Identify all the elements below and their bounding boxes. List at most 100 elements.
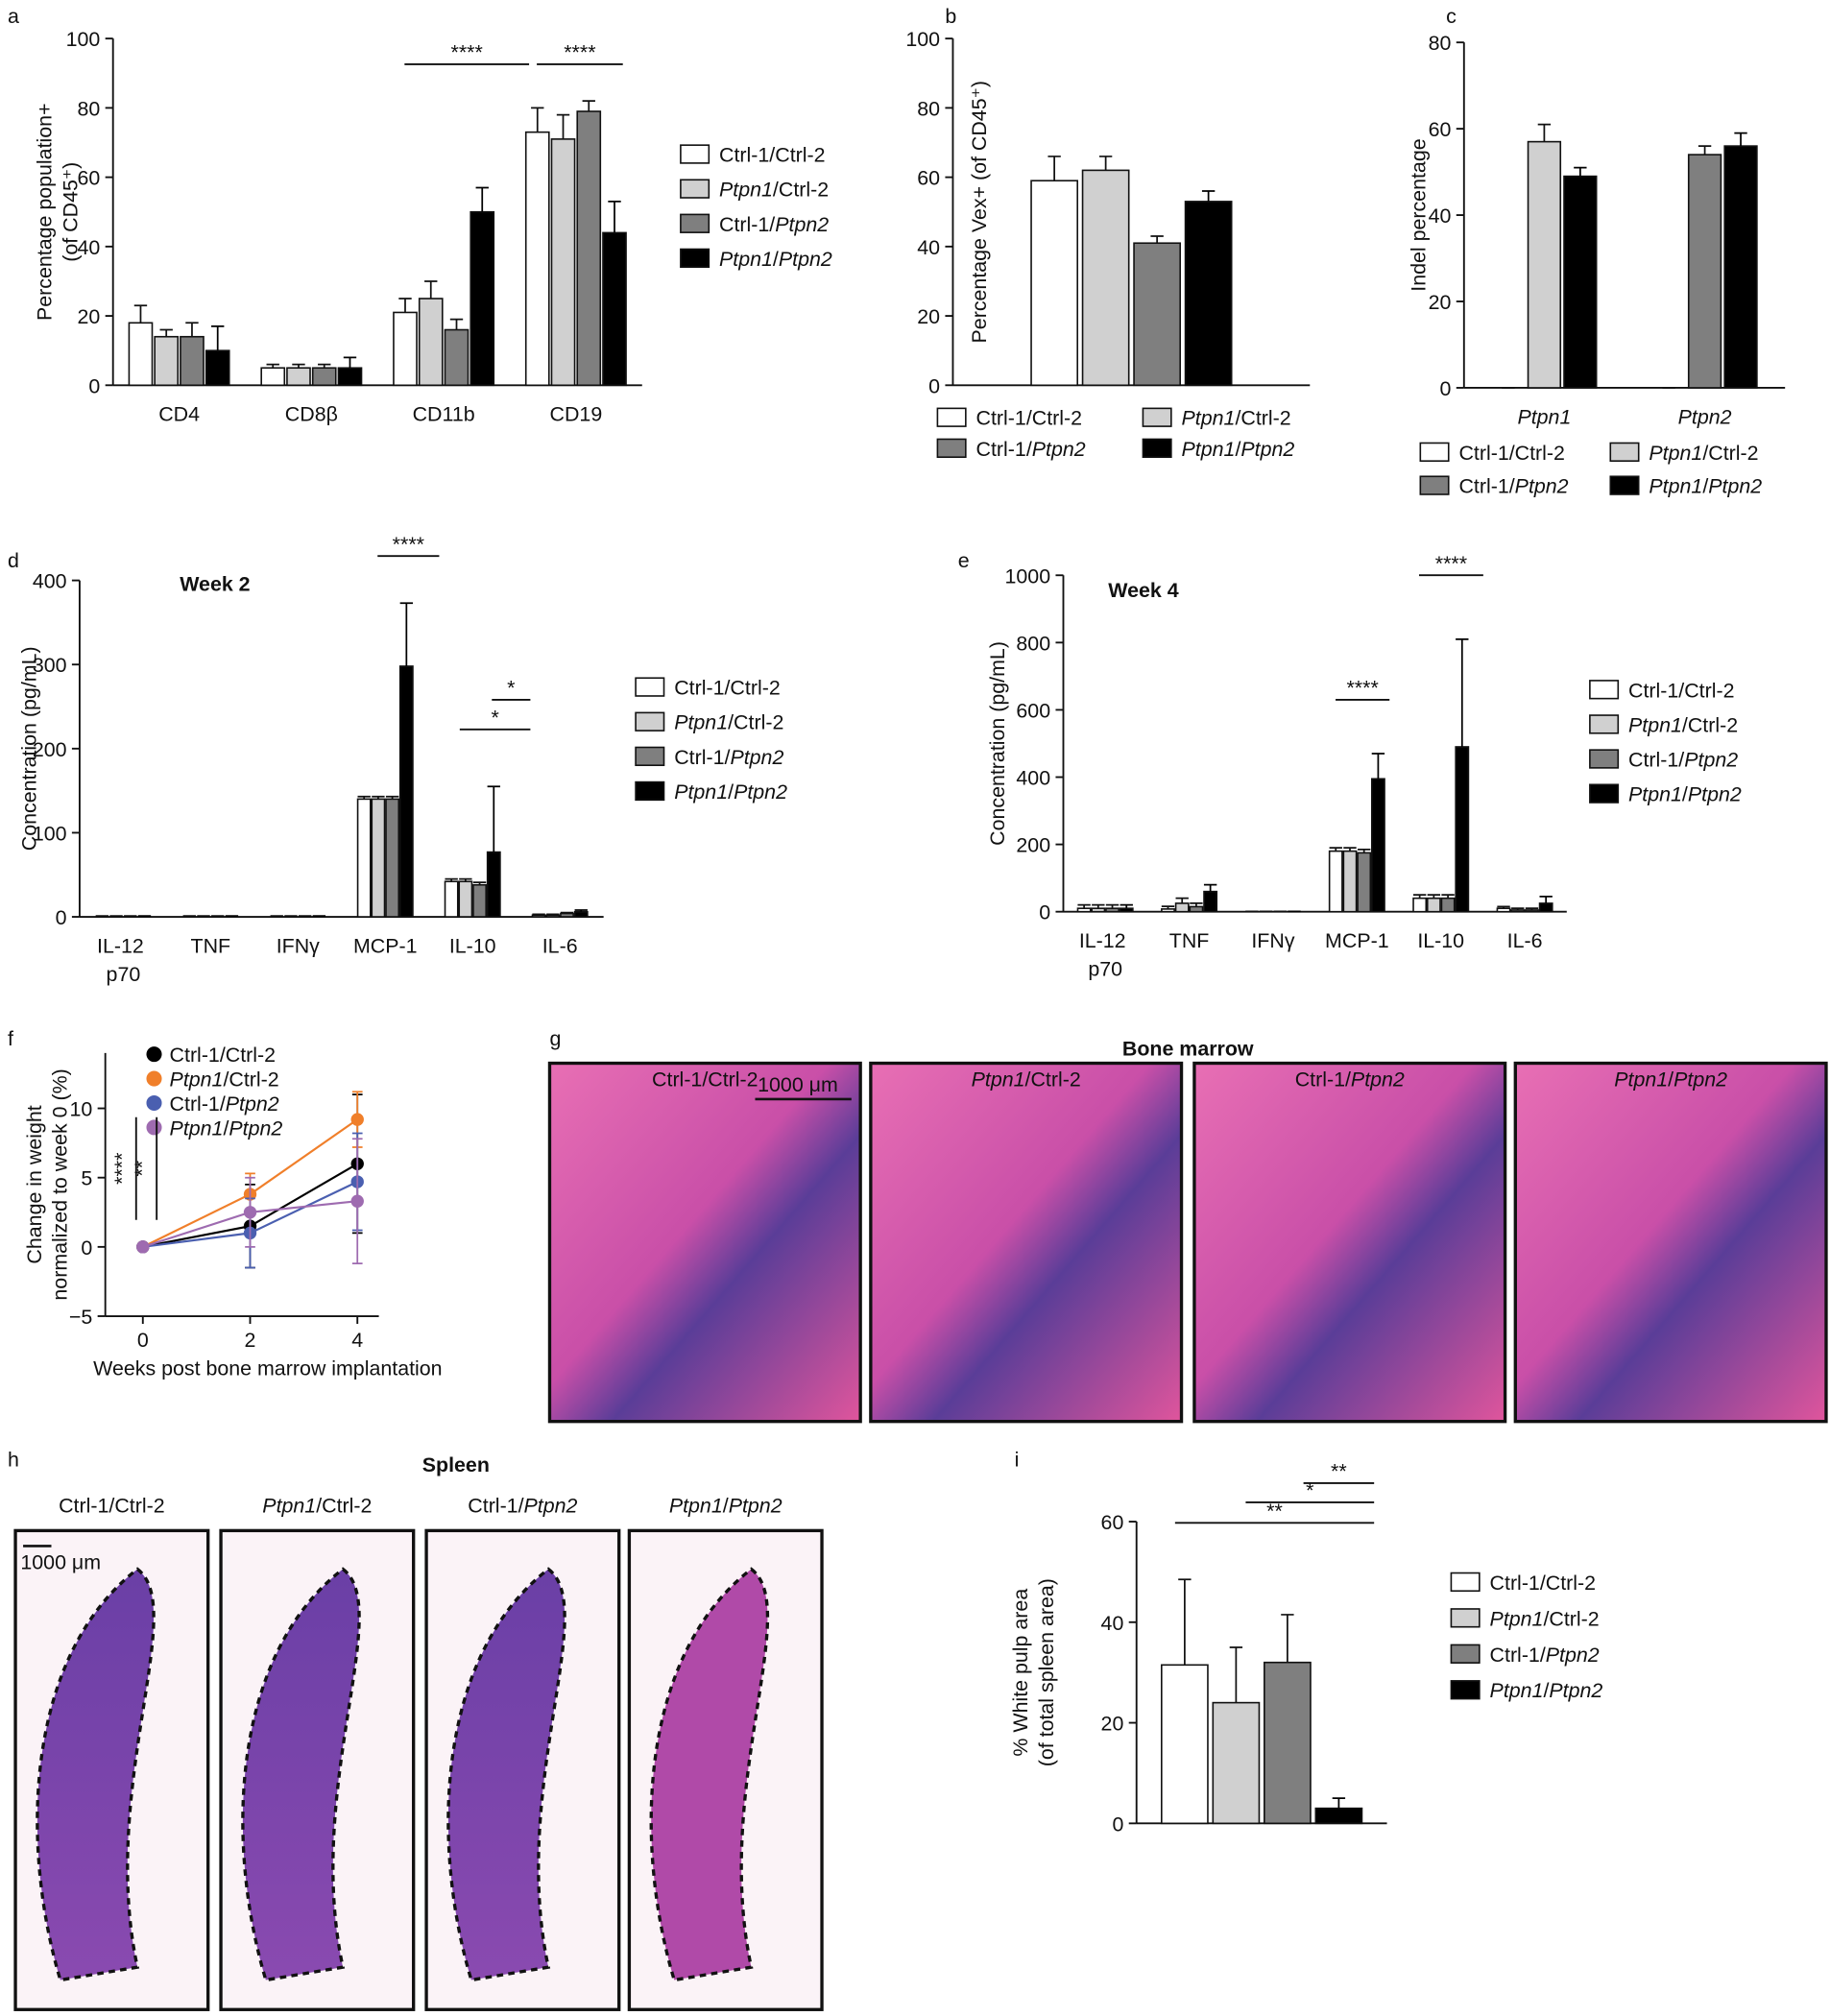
bar (1455, 746, 1470, 913)
error-bar (211, 325, 225, 351)
x-tick-label: IFNγ (1251, 929, 1294, 952)
bar (1212, 1701, 1261, 1825)
panel-letter: b (945, 5, 956, 28)
bar (1426, 897, 1441, 913)
y-axis-label: Concentration (pg/mL) (17, 646, 40, 851)
bar (1174, 902, 1190, 913)
legend-swatch (680, 179, 710, 199)
error-bar (608, 201, 621, 233)
bar (1496, 907, 1511, 913)
error-bar (1229, 1646, 1243, 1703)
error-bar (1120, 903, 1133, 909)
x-tick-label: CD4 (158, 403, 200, 426)
bar (560, 912, 574, 918)
y-tick-label: 40 (78, 236, 101, 259)
micrograph (1513, 1061, 1828, 1424)
panel-letter: a (8, 5, 19, 28)
x-tick-label: CD8β (285, 403, 338, 426)
legend-label: Ctrl-1/Ctrl-2 (1458, 442, 1565, 465)
legend-swatch (1142, 407, 1172, 427)
error-bar (292, 363, 305, 369)
x-tick-label: TNF (191, 934, 231, 957)
bar (1687, 154, 1722, 389)
legend-swatch (680, 248, 710, 269)
image-caption: Ctrl-1/Ctrl-2 (652, 1068, 758, 1092)
panel-letter: h (8, 1449, 19, 1472)
bar (1328, 850, 1343, 913)
legend-label: Ctrl-1/Ctrl-2 (976, 407, 1083, 430)
error-bar (1047, 156, 1061, 181)
bar (371, 798, 386, 918)
bar (1510, 909, 1526, 913)
error-bar (1105, 903, 1120, 909)
significance: * (491, 706, 498, 729)
legend-swatch (1450, 1644, 1481, 1664)
y-tick-label: 40 (1429, 204, 1452, 228)
significance: **** (451, 41, 483, 64)
bar (311, 367, 337, 387)
y-tick-label: 60 (917, 167, 940, 190)
error-bar (398, 298, 412, 313)
error-bar (159, 328, 173, 337)
legend-label: Ptpn1/Ptpn2 (170, 1116, 283, 1140)
error-bar (1358, 848, 1371, 853)
image-caption: Ctrl-1/Ptpn2 (468, 1495, 577, 1518)
bar (180, 335, 205, 387)
error-bar (109, 915, 123, 918)
error-bar (385, 795, 399, 800)
y-tick-label: 40 (917, 236, 940, 259)
error-bar (318, 363, 331, 369)
y-tick-label: 100 (33, 822, 67, 845)
bar (1119, 907, 1134, 913)
legend-swatch (1609, 475, 1640, 495)
x-tick-label: 4 (351, 1329, 363, 1352)
error-bar (487, 785, 500, 852)
error-bar (475, 186, 489, 212)
spleen-section (241, 1567, 361, 1982)
error-bar (1734, 132, 1747, 147)
bar (1264, 1661, 1312, 1825)
error-bar (225, 915, 239, 918)
error-bar (445, 877, 458, 882)
spleen-section (36, 1567, 156, 1982)
chart-title: Week 2 (180, 572, 250, 595)
error-bar (182, 915, 196, 918)
y-tick-label: 100 (66, 28, 101, 51)
y-tick-label: 60 (78, 167, 101, 190)
panel-letter: i (1015, 1449, 1020, 1472)
y-tick-label: 400 (1016, 767, 1050, 790)
legend-label: Ptpn1/Ptpn2 (719, 248, 832, 271)
x-tick-label: IL-6 (1507, 929, 1543, 952)
image-group-title: Bone marrow (1122, 1037, 1254, 1060)
legend-label: Ptpn1/Ptpn2 (1628, 783, 1742, 806)
legend-swatch (635, 677, 665, 697)
bar (444, 328, 470, 387)
legend-swatch (1589, 680, 1620, 700)
y-tick-label: 0 (1039, 901, 1050, 924)
panel-letter: e (958, 549, 970, 572)
bar (444, 880, 459, 918)
image-caption: Ptpn1/Ptpn2 (1614, 1068, 1727, 1092)
error-bar (1525, 907, 1539, 910)
bar (1563, 175, 1598, 389)
bar (385, 798, 400, 918)
legend-label: Ctrl-1/Ctrl-2 (1490, 1572, 1597, 1595)
error-bar (298, 915, 312, 918)
error-bar (424, 280, 438, 300)
y-tick-label: 20 (917, 305, 940, 328)
y-axis-label: (of total spleen area) (1035, 1578, 1058, 1766)
bar (1525, 909, 1539, 913)
legend-marker (146, 1046, 162, 1063)
legend-swatch (936, 438, 967, 458)
error-bar (133, 304, 148, 324)
error-bar (1190, 902, 1203, 907)
legend-label: Ptpn1/Ctrl-2 (1628, 713, 1738, 736)
legend-marker (146, 1070, 162, 1087)
legend-swatch (1142, 438, 1172, 458)
point (136, 1240, 150, 1254)
y-axis-label: Percentage Vex+ (of CD45⁺) (968, 81, 991, 343)
bar (1342, 850, 1358, 913)
legend-label: Ptpn1/Ctrl-2 (170, 1068, 279, 1092)
y-tick-label: 20 (1429, 291, 1452, 314)
